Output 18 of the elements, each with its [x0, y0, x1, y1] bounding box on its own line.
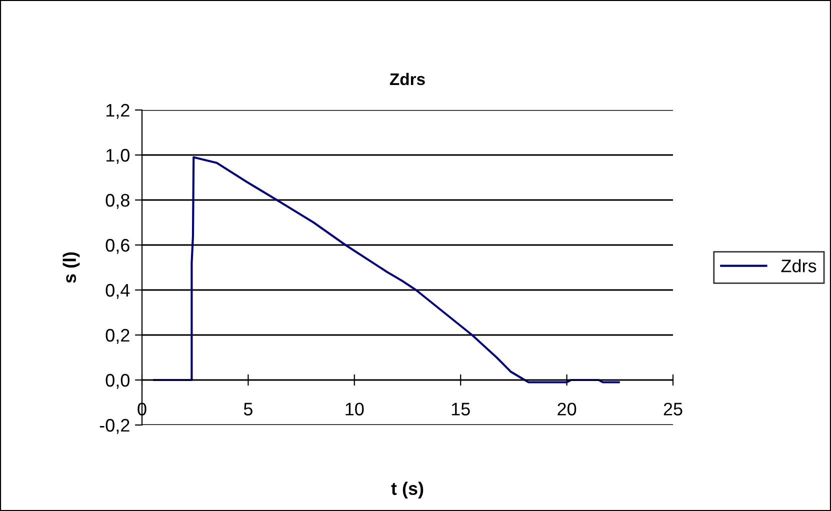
y-tick-label: 1,2 [106, 104, 130, 119]
y-tick-label: 0,6 [106, 238, 130, 254]
x-tick-label: 25 [664, 402, 682, 416]
x-tick-label: 20 [558, 402, 576, 416]
y-tick-label: 1,0 [106, 148, 130, 164]
y-tick-label: 0,0 [106, 374, 130, 389]
x-axis-title: t (s) [391, 482, 424, 499]
y-tick-label: 0,4 [106, 284, 130, 299]
y-tick-label: 0,8 [106, 194, 130, 209]
y-tick-label: 0,2 [106, 328, 130, 344]
legend-label: Zdrs [781, 259, 816, 272]
x-tick-label: 10 [346, 402, 364, 416]
chart-title: Zdrs [390, 72, 425, 86]
x-tick-label: 5 [244, 402, 252, 416]
x-tick-label: 15 [452, 402, 470, 416]
line-series [153, 156, 620, 384]
y-tick-label: -0,2 [100, 418, 130, 434]
y-axis-title: s (l) [62, 252, 80, 283]
